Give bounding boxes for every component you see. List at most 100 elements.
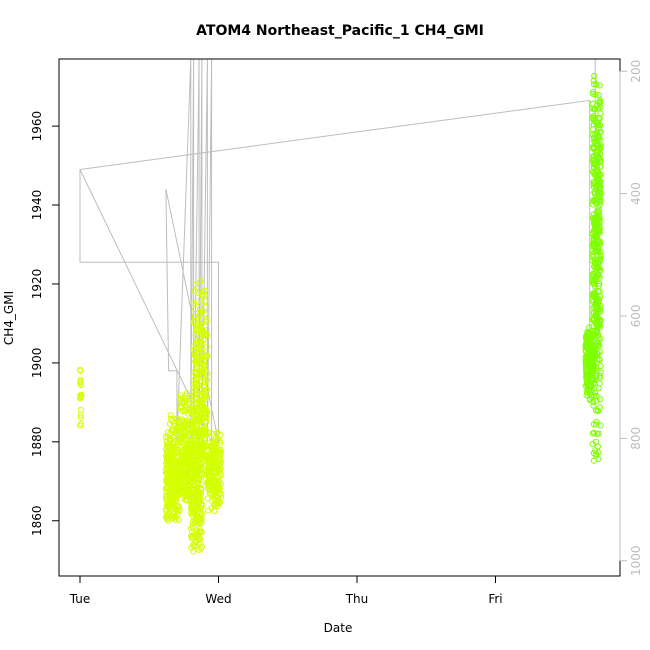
data-point bbox=[178, 404, 185, 411]
data-point bbox=[184, 425, 191, 432]
x-tick-label: Fri bbox=[488, 592, 502, 606]
data-point bbox=[592, 161, 599, 168]
y2-tick-label: 400 bbox=[629, 182, 643, 205]
data-point bbox=[589, 430, 596, 437]
data-point bbox=[191, 520, 198, 527]
data-point bbox=[197, 459, 204, 466]
data-point bbox=[172, 516, 179, 524]
data-point bbox=[597, 157, 604, 164]
data-point bbox=[205, 447, 212, 454]
data-point bbox=[215, 481, 223, 488]
data-point bbox=[194, 345, 201, 352]
data-point bbox=[193, 369, 200, 376]
data-point bbox=[212, 502, 219, 509]
data-point bbox=[193, 437, 200, 444]
data-point bbox=[203, 316, 210, 323]
data-point bbox=[215, 456, 222, 463]
data-point bbox=[593, 421, 600, 428]
data-point bbox=[194, 329, 201, 337]
data-point bbox=[195, 444, 203, 451]
data-point bbox=[197, 453, 204, 460]
data-point bbox=[77, 422, 84, 429]
data-point bbox=[203, 407, 210, 414]
data-point bbox=[596, 241, 603, 248]
data-point bbox=[595, 385, 602, 392]
data-point bbox=[594, 197, 601, 204]
data-point bbox=[597, 197, 604, 204]
data-point bbox=[597, 171, 604, 178]
data-point bbox=[199, 414, 206, 421]
data-point bbox=[205, 479, 212, 487]
data-point bbox=[200, 336, 207, 343]
data-point bbox=[175, 516, 183, 523]
data-point bbox=[169, 443, 176, 450]
data-point bbox=[202, 303, 209, 310]
data-point bbox=[199, 349, 206, 356]
data-point bbox=[590, 113, 597, 120]
data-point bbox=[591, 106, 599, 113]
data-point bbox=[77, 394, 84, 401]
data-point bbox=[166, 435, 173, 442]
data-point bbox=[206, 489, 213, 497]
data-point bbox=[593, 340, 601, 348]
data-point bbox=[203, 352, 210, 359]
data-point bbox=[190, 377, 198, 384]
x-tick-label: Thu bbox=[345, 592, 369, 606]
data-point bbox=[205, 483, 212, 490]
data-point bbox=[201, 362, 208, 369]
data-point bbox=[590, 317, 597, 324]
data-point bbox=[77, 367, 84, 374]
data-point bbox=[590, 402, 597, 409]
y-axis-label: CH4_GMI bbox=[2, 291, 16, 345]
data-point bbox=[167, 437, 174, 445]
data-point bbox=[590, 271, 597, 278]
y-tick-label: 1960 bbox=[30, 111, 44, 142]
data-point bbox=[196, 320, 203, 327]
data-point bbox=[217, 490, 224, 497]
data-point bbox=[197, 505, 204, 512]
data-point bbox=[210, 459, 217, 466]
data-point bbox=[591, 249, 598, 256]
data-point bbox=[194, 492, 201, 500]
data-point bbox=[192, 465, 199, 472]
y2-tick-label: 600 bbox=[629, 305, 643, 328]
data-point bbox=[596, 122, 604, 129]
data-point bbox=[591, 171, 599, 178]
data-point bbox=[194, 354, 201, 361]
data-point bbox=[164, 456, 171, 463]
data-point bbox=[595, 308, 602, 315]
series-points bbox=[77, 72, 604, 555]
x-tick-label: Wed bbox=[205, 592, 231, 606]
data-point bbox=[584, 329, 591, 337]
data-point bbox=[197, 323, 204, 330]
data-point bbox=[212, 439, 219, 446]
x-tick-label: Tue bbox=[69, 592, 91, 606]
data-point bbox=[591, 153, 598, 160]
data-point bbox=[183, 458, 190, 466]
data-point bbox=[180, 489, 187, 496]
data-point bbox=[594, 136, 601, 143]
data-point bbox=[213, 430, 220, 437]
data-point bbox=[170, 419, 177, 426]
data-point bbox=[168, 464, 175, 471]
data-point bbox=[192, 404, 199, 411]
data-point bbox=[188, 479, 195, 486]
data-point bbox=[591, 196, 599, 203]
data-point bbox=[202, 406, 209, 413]
data-point bbox=[197, 398, 204, 405]
data-point bbox=[590, 304, 597, 311]
data-point bbox=[201, 396, 209, 403]
data-point bbox=[166, 471, 173, 478]
data-point bbox=[595, 92, 602, 99]
chart-title: ATOM4 Northeast_Pacific_1 CH4_GMI bbox=[196, 23, 484, 39]
data-point bbox=[77, 412, 84, 419]
data-point bbox=[203, 344, 210, 351]
data-point bbox=[190, 299, 197, 307]
data-point bbox=[596, 100, 603, 107]
data-point bbox=[597, 252, 604, 259]
data-point bbox=[181, 429, 188, 436]
data-point bbox=[188, 502, 195, 509]
data-point bbox=[172, 498, 179, 505]
pressure-line bbox=[79, 59, 596, 443]
